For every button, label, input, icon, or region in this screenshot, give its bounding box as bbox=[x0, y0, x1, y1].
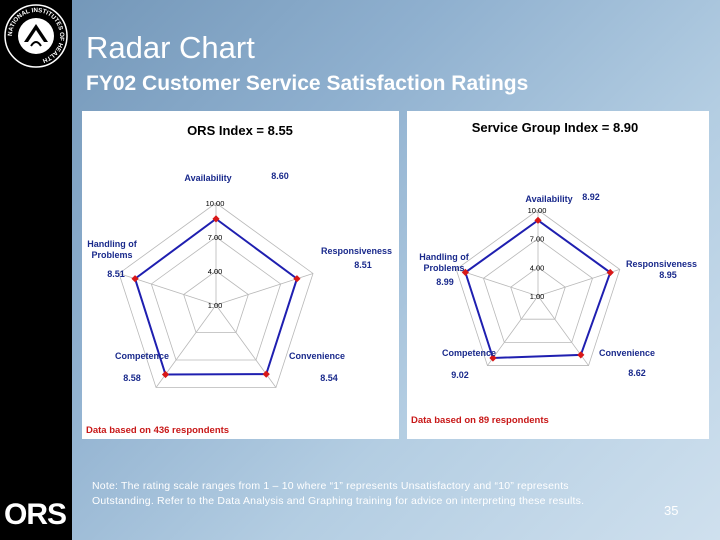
footnote: Note: The rating scale ranges from 1 – 1… bbox=[92, 479, 632, 509]
slide-subtitle: FY02 Customer Service Satisfaction Ratin… bbox=[86, 72, 529, 95]
left-sidebar: NATIONAL INSTITUTES OF HEALTH ORS bbox=[0, 0, 72, 540]
grid-ring-3 bbox=[455, 209, 621, 366]
grid-ring-1 bbox=[183, 270, 249, 333]
radar-chart-ors: ORS Index = 8.55 1.00 4.00 7.00 10.00 Availab… bbox=[86, 123, 392, 436]
data-label-convenience: 8.62 bbox=[628, 368, 646, 378]
data-label-competence: 8.58 bbox=[123, 373, 141, 383]
axis-label-competence: Competence bbox=[115, 351, 169, 361]
respondents-footnote: Data based on 436 respondents bbox=[86, 425, 229, 436]
data-label-availability: 8.60 bbox=[271, 171, 289, 181]
data-point-convenience bbox=[262, 370, 270, 378]
radar-chart-service-group: Service Group Index = 8.90 1.00 4.00 7.00 10… bbox=[411, 120, 697, 426]
axis-label-convenience: Convenience bbox=[599, 348, 655, 358]
data-point-availability bbox=[212, 215, 220, 223]
scale-tick-label: 4.00 bbox=[530, 263, 545, 272]
grid-ring-2 bbox=[483, 238, 593, 343]
scale-tick-label: 10.00 bbox=[206, 199, 225, 208]
grid-ring-1 bbox=[510, 266, 566, 320]
axis-label-availability: Availability bbox=[184, 173, 231, 183]
chart-title: ORS Index = 8.55 bbox=[187, 123, 293, 138]
scale-tick-label: 7.00 bbox=[530, 235, 545, 244]
data-point-handling-of-problems bbox=[131, 275, 139, 283]
radar-chart-panel-ors: ORS Index = 8.55 1.00 4.00 7.00 10.00 Availab… bbox=[82, 111, 399, 439]
data-label-handling-of-problems: 8.51 bbox=[107, 269, 125, 279]
axis-label-convenience: Convenience bbox=[289, 351, 345, 361]
series-line bbox=[464, 219, 612, 360]
chart-title: Service Group Index = 8.90 bbox=[472, 120, 639, 135]
scale-tick-label: 1.00 bbox=[208, 301, 223, 310]
grid-ring-2 bbox=[150, 236, 282, 361]
axis-label-responsiveness: Responsiveness bbox=[626, 259, 697, 269]
scale-tick-label: 10.00 bbox=[528, 206, 547, 215]
axis-label-handling-of-problems: Handling of Problems bbox=[87, 239, 137, 260]
footnote-line-1: Note: The rating scale ranges from 1 – 1… bbox=[92, 480, 569, 492]
spoke-handling-of-problems bbox=[456, 269, 539, 297]
data-label-convenience: 8.54 bbox=[320, 373, 338, 383]
data-label-competence: 9.02 bbox=[451, 370, 469, 380]
axis-label-handling-of-problems: Handling of Problems bbox=[419, 252, 469, 273]
data-point-convenience bbox=[577, 351, 585, 359]
axis-label-competence: Competence bbox=[442, 348, 496, 358]
page-number: 35 bbox=[664, 503, 679, 518]
data-point-competence bbox=[161, 370, 170, 379]
axis-label-availability: Availability bbox=[525, 194, 572, 204]
spoke-responsiveness bbox=[537, 269, 620, 297]
radar-chart-panel-service-group: Service Group Index = 8.90 1.00 4.00 7.00 10… bbox=[407, 111, 709, 439]
nih-seal-icon: NATIONAL INSTITUTES OF HEALTH bbox=[4, 4, 68, 68]
scale-tick-label: 1.00 bbox=[530, 292, 545, 301]
respondents-footnote: Data based on 89 respondents bbox=[411, 415, 549, 426]
data-label-responsiveness: 8.95 bbox=[659, 270, 677, 280]
data-label-responsiveness: 8.51 bbox=[354, 260, 372, 270]
data-label-availability: 8.92 bbox=[582, 192, 600, 202]
spoke-competence bbox=[487, 295, 539, 366]
scale-tick-label: 4.00 bbox=[208, 267, 223, 276]
footnote-line-2: Outstanding. Refer to the Data Analysis … bbox=[92, 495, 585, 507]
ors-logo: ORS bbox=[4, 498, 67, 531]
data-label-handling-of-problems: 8.99 bbox=[436, 277, 454, 287]
scale-tick-label: 7.00 bbox=[208, 233, 223, 242]
grid-ring-3 bbox=[118, 202, 314, 388]
series-line bbox=[133, 217, 299, 376]
data-point-availability bbox=[534, 216, 542, 224]
axis-label-responsiveness: Responsiveness bbox=[321, 246, 392, 256]
slide-title: Radar Chart bbox=[86, 30, 255, 65]
